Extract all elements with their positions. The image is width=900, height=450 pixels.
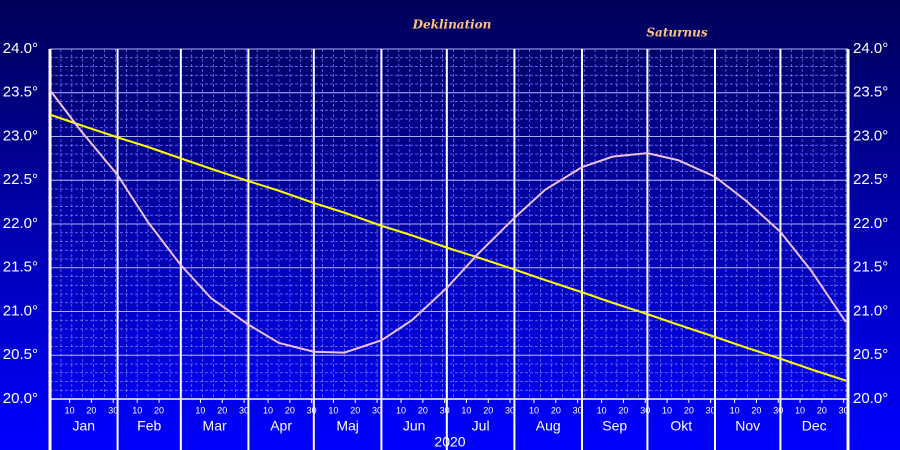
y-tick-label: 21.5° (3, 259, 38, 276)
y2-tick-label: 21.0° (853, 302, 888, 319)
month-label: Dec (802, 418, 827, 434)
x-tick-label: 20 (751, 405, 761, 415)
x-tick-label: 30 (839, 405, 849, 415)
x-tick-label: 10 (529, 405, 539, 415)
x-tick-label: 30 (108, 405, 118, 415)
x-tick-label: 20 (86, 405, 96, 415)
y2-tick-label: 21.5° (853, 259, 888, 276)
x-tick-label: 10 (461, 405, 471, 415)
y-tick-label: 21.0° (3, 302, 38, 319)
month-label: Jun (403, 418, 426, 434)
month-label: Feb (137, 418, 161, 434)
month-label: Nov (735, 418, 760, 434)
x-tick-label: 10 (662, 405, 672, 415)
x-tick-label: 10 (597, 405, 607, 415)
x-tick-label: 20 (817, 405, 827, 415)
y2-tick-label: 20.0° (853, 390, 888, 407)
x-tick-label: 10 (263, 405, 273, 415)
x-tick-label: 30 (239, 405, 249, 415)
data-line (49, 89, 847, 354)
x-tick-label: 20 (551, 405, 561, 415)
x-tick-label: 20 (154, 405, 164, 415)
y2-tick-label: 23.0° (853, 127, 888, 144)
x-tick-label: 10 (396, 405, 406, 415)
x-tick-label: 30 (440, 405, 450, 415)
y2-tick-label: 23.5° (853, 84, 888, 101)
month-label: Maj (336, 418, 359, 434)
y2-tick-label: 20.5° (853, 346, 888, 363)
x-tick-label: 10 (195, 405, 205, 415)
x-tick-label: 10 (328, 405, 338, 415)
x-tick-label: 20 (217, 405, 227, 415)
x-tick-label: 20 (285, 405, 295, 415)
month-label: Apr (270, 418, 292, 434)
x-tick-label: 10 (132, 405, 142, 415)
month-label: Mar (203, 418, 227, 434)
chart-title: Deklination (412, 18, 492, 32)
y-tick-label: 20.5° (3, 346, 38, 363)
x-tick-label: 10 (795, 405, 805, 415)
month-label: Jul (472, 418, 490, 434)
x-tick-label: 30 (706, 405, 716, 415)
y2-tick-label: 22.0° (853, 215, 888, 232)
y-tick-label: 23.0° (3, 127, 38, 144)
month-label: Sep (602, 418, 627, 434)
x-axis-label: 2020 (434, 434, 465, 450)
chart-subtitle: Saturnus (646, 26, 707, 40)
x-tick-label: 20 (350, 405, 360, 415)
x-tick-label: 10 (730, 405, 740, 415)
month-label: Aug (536, 418, 561, 434)
x-tick-label: 30 (773, 405, 783, 415)
x-tick-label: 20 (418, 405, 428, 415)
y-tick-label: 24.0° (3, 40, 38, 57)
x-tick-label: 30 (372, 405, 382, 415)
data-line (49, 113, 847, 382)
month-label: Okt (670, 418, 692, 434)
y2-tick-label: 24.0° (853, 40, 888, 57)
y2-tick-label: 22.5° (853, 171, 888, 188)
x-tick-label: 10 (65, 405, 75, 415)
y-tick-label: 22.5° (3, 171, 38, 188)
x-tick-label: 30 (307, 405, 317, 415)
x-tick-label: 30 (640, 405, 650, 415)
y-tick-label: 23.5° (3, 84, 38, 101)
y-tick-label: 20.0° (3, 390, 38, 407)
month-label: Jan (73, 418, 96, 434)
y-tick-label: 22.0° (3, 215, 38, 232)
x-tick-label: 30 (505, 405, 515, 415)
x-tick-label: 30 (573, 405, 583, 415)
x-tick-label: 20 (684, 405, 694, 415)
x-tick-label: 20 (483, 405, 493, 415)
x-tick-label: 20 (618, 405, 628, 415)
